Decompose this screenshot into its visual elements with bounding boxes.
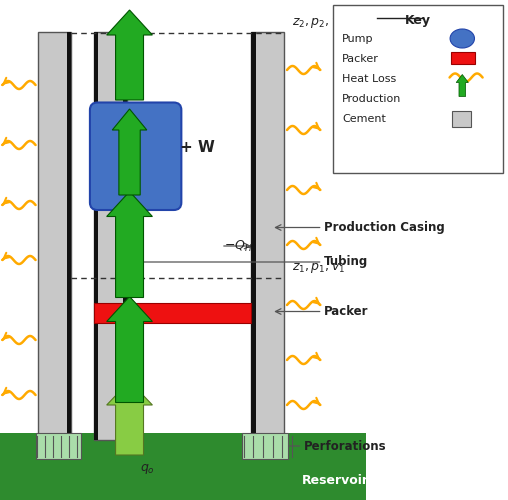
Text: Key: Key (405, 14, 431, 27)
Bar (452, 112, 471, 126)
Bar (38, 32, 71, 440)
Text: $- Q_H$: $- Q_H$ (224, 238, 252, 254)
Bar (251, 32, 284, 440)
Bar (67, 32, 71, 440)
Text: Reservoir: Reservoir (302, 474, 369, 488)
FancyArrow shape (107, 296, 152, 403)
Text: $q_o$: $q_o$ (140, 462, 155, 475)
Bar (127, 302, 251, 322)
FancyArrow shape (107, 10, 152, 100)
Text: Perforations: Perforations (304, 440, 387, 452)
Bar (0, 432, 366, 500)
Bar (242, 433, 288, 459)
FancyArrow shape (456, 74, 468, 96)
Bar (451, 52, 475, 64)
Text: $z_2, p_2, v_2$: $z_2, p_2, v_2$ (292, 16, 345, 30)
Bar (94, 302, 127, 322)
Text: + W: + W (180, 140, 215, 155)
Text: Heat Loss: Heat Loss (342, 74, 396, 84)
Bar (94, 32, 98, 440)
Text: Packer: Packer (324, 305, 369, 318)
Text: Packer: Packer (342, 54, 379, 64)
Text: Cement: Cement (342, 114, 386, 124)
Bar (251, 32, 256, 440)
Bar (123, 32, 127, 440)
FancyBboxPatch shape (90, 102, 181, 210)
Text: Production Casing: Production Casing (324, 221, 445, 234)
Bar (36, 433, 81, 459)
Text: Production: Production (342, 94, 401, 104)
Text: $z_1, p_1, v_1$: $z_1, p_1, v_1$ (292, 261, 345, 275)
Bar (333, 5, 503, 172)
Text: Tubing: Tubing (324, 256, 368, 268)
Text: Pump: Pump (342, 34, 373, 43)
FancyArrow shape (112, 109, 147, 195)
FancyArrow shape (107, 381, 152, 455)
Ellipse shape (450, 29, 474, 48)
FancyArrow shape (107, 192, 152, 298)
Bar (94, 32, 127, 440)
